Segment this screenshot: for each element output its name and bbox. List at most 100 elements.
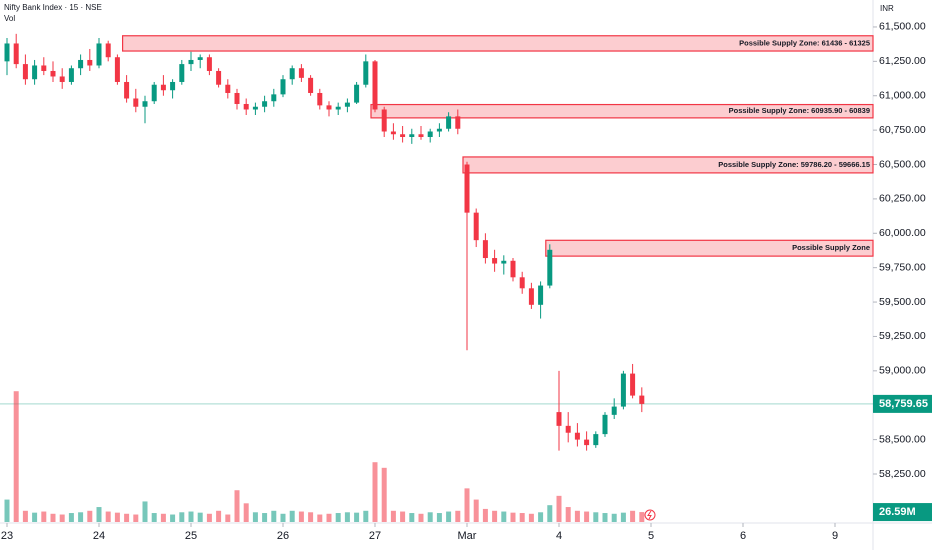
supply-zone [370, 103, 874, 119]
candle-body [50, 70, 56, 77]
x-tick-label: 4 [556, 530, 562, 542]
y-tick-label: 60,500.00 [879, 158, 926, 170]
candle-body [501, 260, 507, 264]
candle-body [528, 288, 534, 305]
candle-body [538, 285, 544, 305]
last-price-label: 58,759.65 [879, 398, 928, 410]
candle-body [87, 59, 93, 66]
zone-label: Possible Supply Zone [792, 243, 870, 252]
y-tick-label: 59,250.00 [879, 330, 926, 342]
x-tick-label: 24 [93, 530, 105, 542]
volume-bar [639, 512, 645, 522]
volume-bar [160, 513, 166, 522]
volume-bar [41, 511, 47, 522]
volume-bar [482, 508, 488, 522]
y-tick-label: 58,250.00 [879, 468, 926, 480]
candle-body [124, 81, 130, 99]
volume-label: Vol [4, 14, 15, 23]
candle-body [611, 406, 617, 415]
volume-bar [630, 510, 636, 522]
volume-bar [188, 511, 194, 522]
volume-bar [326, 513, 332, 522]
supply-zone [545, 239, 874, 257]
candle-body [151, 84, 157, 102]
volume-bar [381, 467, 387, 522]
volume-bar [446, 511, 452, 522]
zone-label: Possible Supply Zone: 61436 - 61325 [739, 38, 870, 47]
volume-bar [280, 513, 286, 522]
y-tick-label: 60,250.00 [879, 193, 926, 205]
volume-bar [528, 513, 534, 522]
volume-bar [418, 513, 424, 522]
candle-body [418, 134, 424, 137]
volume-bar [22, 510, 28, 522]
y-tick-label: 61,500.00 [879, 21, 926, 33]
volume-bar [510, 512, 516, 522]
volume-bar [492, 510, 498, 522]
x-tick-label: 26 [277, 530, 289, 542]
volume-bar [32, 512, 38, 522]
candle-body [464, 164, 470, 213]
candle-body [234, 92, 240, 104]
candle-body [602, 414, 608, 435]
volume-bar [170, 514, 176, 522]
volume-bar [464, 488, 470, 522]
volume-bar [298, 511, 304, 522]
volume-bar [620, 512, 626, 522]
candle-body [574, 432, 580, 440]
supply-zone [462, 156, 874, 174]
volume-bar [427, 512, 433, 522]
candle-body [446, 116, 452, 129]
candle-body [492, 258, 498, 264]
candle-body [584, 439, 590, 446]
y-tick-label: 59,750.00 [879, 261, 926, 273]
candle-body [32, 65, 38, 80]
candle-body [160, 84, 166, 91]
volume-bar [409, 513, 415, 522]
y-tick-label: 58,500.00 [879, 433, 926, 445]
volume-bar [308, 512, 314, 522]
candle-body [206, 57, 212, 71]
x-tick-label: 27 [369, 530, 381, 542]
y-tick-label: 59,500.00 [879, 296, 926, 308]
candle-body [170, 81, 176, 91]
candle-body [409, 134, 415, 137]
candle-body [473, 212, 479, 241]
candle-body [630, 373, 636, 396]
volume-bar [124, 513, 130, 522]
last-volume-label: 26.59M [879, 506, 916, 518]
y-tick-label: 60,000.00 [879, 227, 926, 239]
candle-body [105, 43, 111, 58]
x-tick-label: 5 [648, 530, 654, 542]
volume-bar [593, 512, 599, 522]
volume-bar [87, 510, 93, 522]
volume-bar [455, 510, 461, 522]
candle-body [225, 84, 231, 93]
event-bolt [647, 510, 652, 520]
volume-bar [354, 512, 360, 522]
candle-body [298, 68, 304, 78]
candle-body [519, 277, 525, 289]
candle-body [22, 64, 28, 80]
volume-bar [335, 513, 341, 522]
volume-bar [225, 514, 231, 522]
volume-bar [611, 513, 617, 522]
candle-body [188, 59, 194, 65]
volume-bar [473, 499, 479, 522]
x-tick-label: 9 [832, 530, 838, 542]
candle-body [482, 240, 488, 259]
x-tick-label: Mar [458, 530, 477, 542]
volume-bar [13, 391, 19, 522]
volume-bar [584, 511, 590, 522]
volume-bar [565, 507, 571, 522]
volume-bar [556, 495, 562, 522]
candle-body [510, 260, 516, 278]
y-tick-label: 61,250.00 [879, 55, 926, 67]
volume-bar [262, 513, 268, 522]
volume-bar [197, 512, 203, 522]
zone-label: Possible Supply Zone: 59786.20 - 59666.1… [718, 160, 870, 169]
candle-body [179, 64, 185, 82]
candle-body [547, 249, 553, 286]
volume-bar [289, 510, 295, 522]
